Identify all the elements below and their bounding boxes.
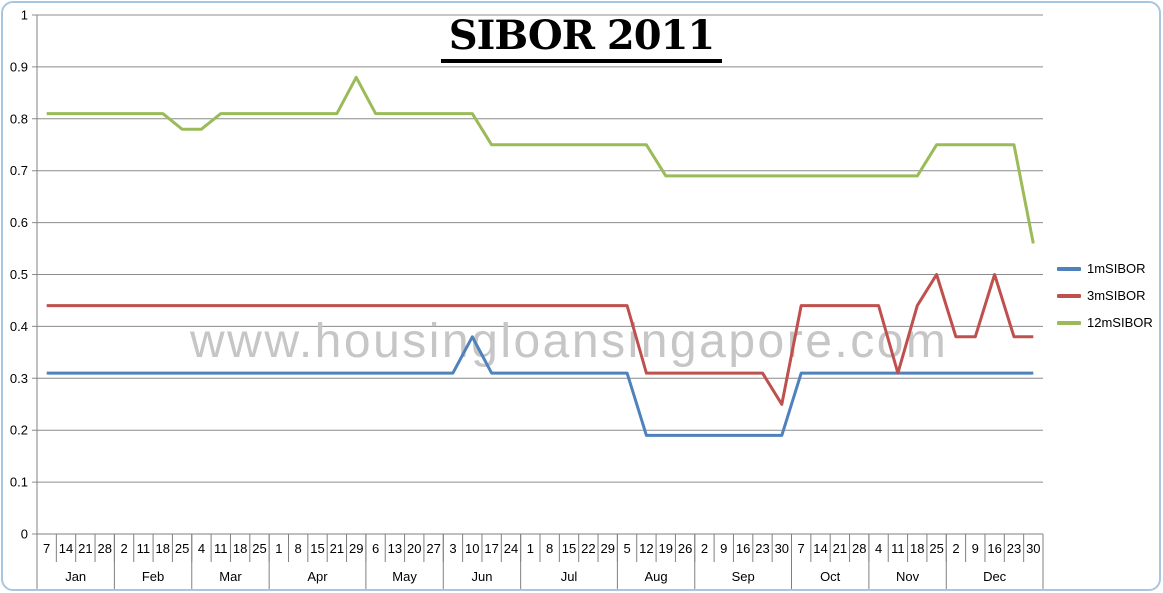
chart-title-text: SIBOR 2011 xyxy=(440,14,723,63)
x-date-label: 22 xyxy=(581,541,595,556)
x-date-label: 23 xyxy=(1007,541,1021,556)
y-tick-label: 0.6 xyxy=(10,215,28,230)
y-tick-label: 0.9 xyxy=(10,59,28,74)
x-date-label: 2 xyxy=(120,541,127,556)
x-date-label: 14 xyxy=(813,541,827,556)
x-date-label: 9 xyxy=(972,541,979,556)
x-date-label: 4 xyxy=(198,541,205,556)
x-date-label: 11 xyxy=(214,541,228,556)
x-date-label: 15 xyxy=(310,541,324,556)
y-tick-label: 0.8 xyxy=(10,111,28,126)
x-date-label: 21 xyxy=(330,541,344,556)
x-date-label: 2 xyxy=(952,541,959,556)
x-date-label: 3 xyxy=(449,541,456,556)
x-date-label: 11 xyxy=(891,541,905,556)
legend-dash-3mSIBOR xyxy=(1057,293,1081,298)
legend-label-1mSIBOR: 1mSIBOR xyxy=(1087,261,1146,276)
x-date-label: 13 xyxy=(388,541,402,556)
legend: 1mSIBOR 3mSIBOR 12mSIBOR xyxy=(1057,261,1153,330)
x-date-label: 28 xyxy=(852,541,866,556)
x-month-label: Nov xyxy=(896,569,920,584)
y-tick-label: 0.1 xyxy=(10,475,28,490)
x-date-label: 21 xyxy=(78,541,92,556)
x-date-label: 29 xyxy=(349,541,363,556)
legend-label-3mSIBOR: 3mSIBOR xyxy=(1087,288,1146,303)
x-date-label: 11 xyxy=(137,541,151,556)
x-date-label: 8 xyxy=(295,541,302,556)
chart-title: SIBOR 2011 xyxy=(0,14,1163,63)
legend-label-12mSIBOR: 12mSIBOR xyxy=(1087,315,1153,330)
x-date-label: 25 xyxy=(175,541,189,556)
x-month-label: Oct xyxy=(820,569,841,584)
x-date-label: 24 xyxy=(504,541,518,556)
x-date-label: 30 xyxy=(775,541,789,556)
x-date-label: 29 xyxy=(600,541,614,556)
series-line-3mSIBOR xyxy=(46,273,1034,406)
x-month-label: Feb xyxy=(142,569,164,584)
x-date-label: 2 xyxy=(701,541,708,556)
x-date-label: 26 xyxy=(678,541,692,556)
x-date-label: 18 xyxy=(156,541,170,556)
y-tick-label: 0 xyxy=(21,527,28,542)
x-date-label: 1 xyxy=(527,541,534,556)
x-month-label: Sep xyxy=(732,569,755,584)
x-month-label: Mar xyxy=(219,569,242,584)
x-month-label: Jul xyxy=(561,569,578,584)
x-date-label: 12 xyxy=(639,541,653,556)
x-date-label: 16 xyxy=(987,541,1001,556)
x-date-label: 18 xyxy=(910,541,924,556)
x-date-label: 15 xyxy=(562,541,576,556)
x-month-label: Jan xyxy=(65,569,86,584)
x-date-label: 9 xyxy=(720,541,727,556)
y-tick-label: 0.2 xyxy=(10,423,28,438)
y-tick-label: 0.7 xyxy=(10,163,28,178)
x-date-label: 6 xyxy=(372,541,379,556)
x-date-label: 7 xyxy=(43,541,50,556)
x-date-label: 7 xyxy=(798,541,805,556)
x-date-label: 20 xyxy=(407,541,421,556)
legend-dash-12mSIBOR xyxy=(1057,320,1081,325)
series-line-12mSIBOR xyxy=(46,75,1035,244)
y-tick-label: 1 xyxy=(21,8,28,23)
x-date-label: 16 xyxy=(736,541,750,556)
x-date-label: 21 xyxy=(833,541,847,556)
x-month-label: Aug xyxy=(645,569,668,584)
legend-item-1mSIBOR: 1mSIBOR xyxy=(1057,261,1153,276)
y-tick-label: 0.5 xyxy=(10,267,28,282)
watermark: www.housingloansingapore.com xyxy=(189,315,948,368)
x-date-label: 8 xyxy=(546,541,553,556)
x-month-label: Apr xyxy=(307,569,328,584)
x-date-label: 28 xyxy=(97,541,111,556)
x-date-label: 14 xyxy=(59,541,73,556)
series-line-1mSIBOR xyxy=(46,335,1034,437)
x-month-label: Dec xyxy=(983,569,1007,584)
x-date-label: 27 xyxy=(426,541,440,556)
x-date-label: 17 xyxy=(484,541,498,556)
x-date-label: 18 xyxy=(233,541,247,556)
x-month-label: May xyxy=(392,569,417,584)
legend-dash-1mSIBOR xyxy=(1057,266,1081,271)
x-date-label: 25 xyxy=(252,541,266,556)
x-date-label: 23 xyxy=(755,541,769,556)
x-date-label: 4 xyxy=(875,541,882,556)
x-month-label: Jun xyxy=(471,569,492,584)
y-tick-label: 0.3 xyxy=(10,371,28,386)
legend-item-12mSIBOR: 12mSIBOR xyxy=(1057,315,1153,330)
x-date-label: 25 xyxy=(929,541,943,556)
x-date-label: 19 xyxy=(659,541,673,556)
x-date-label: 10 xyxy=(465,541,479,556)
x-date-label: 30 xyxy=(1026,541,1040,556)
legend-item-3mSIBOR: 3mSIBOR xyxy=(1057,288,1153,303)
y-tick-label: 0.4 xyxy=(10,319,28,334)
x-date-label: 1 xyxy=(275,541,282,556)
x-date-label: 5 xyxy=(623,541,630,556)
